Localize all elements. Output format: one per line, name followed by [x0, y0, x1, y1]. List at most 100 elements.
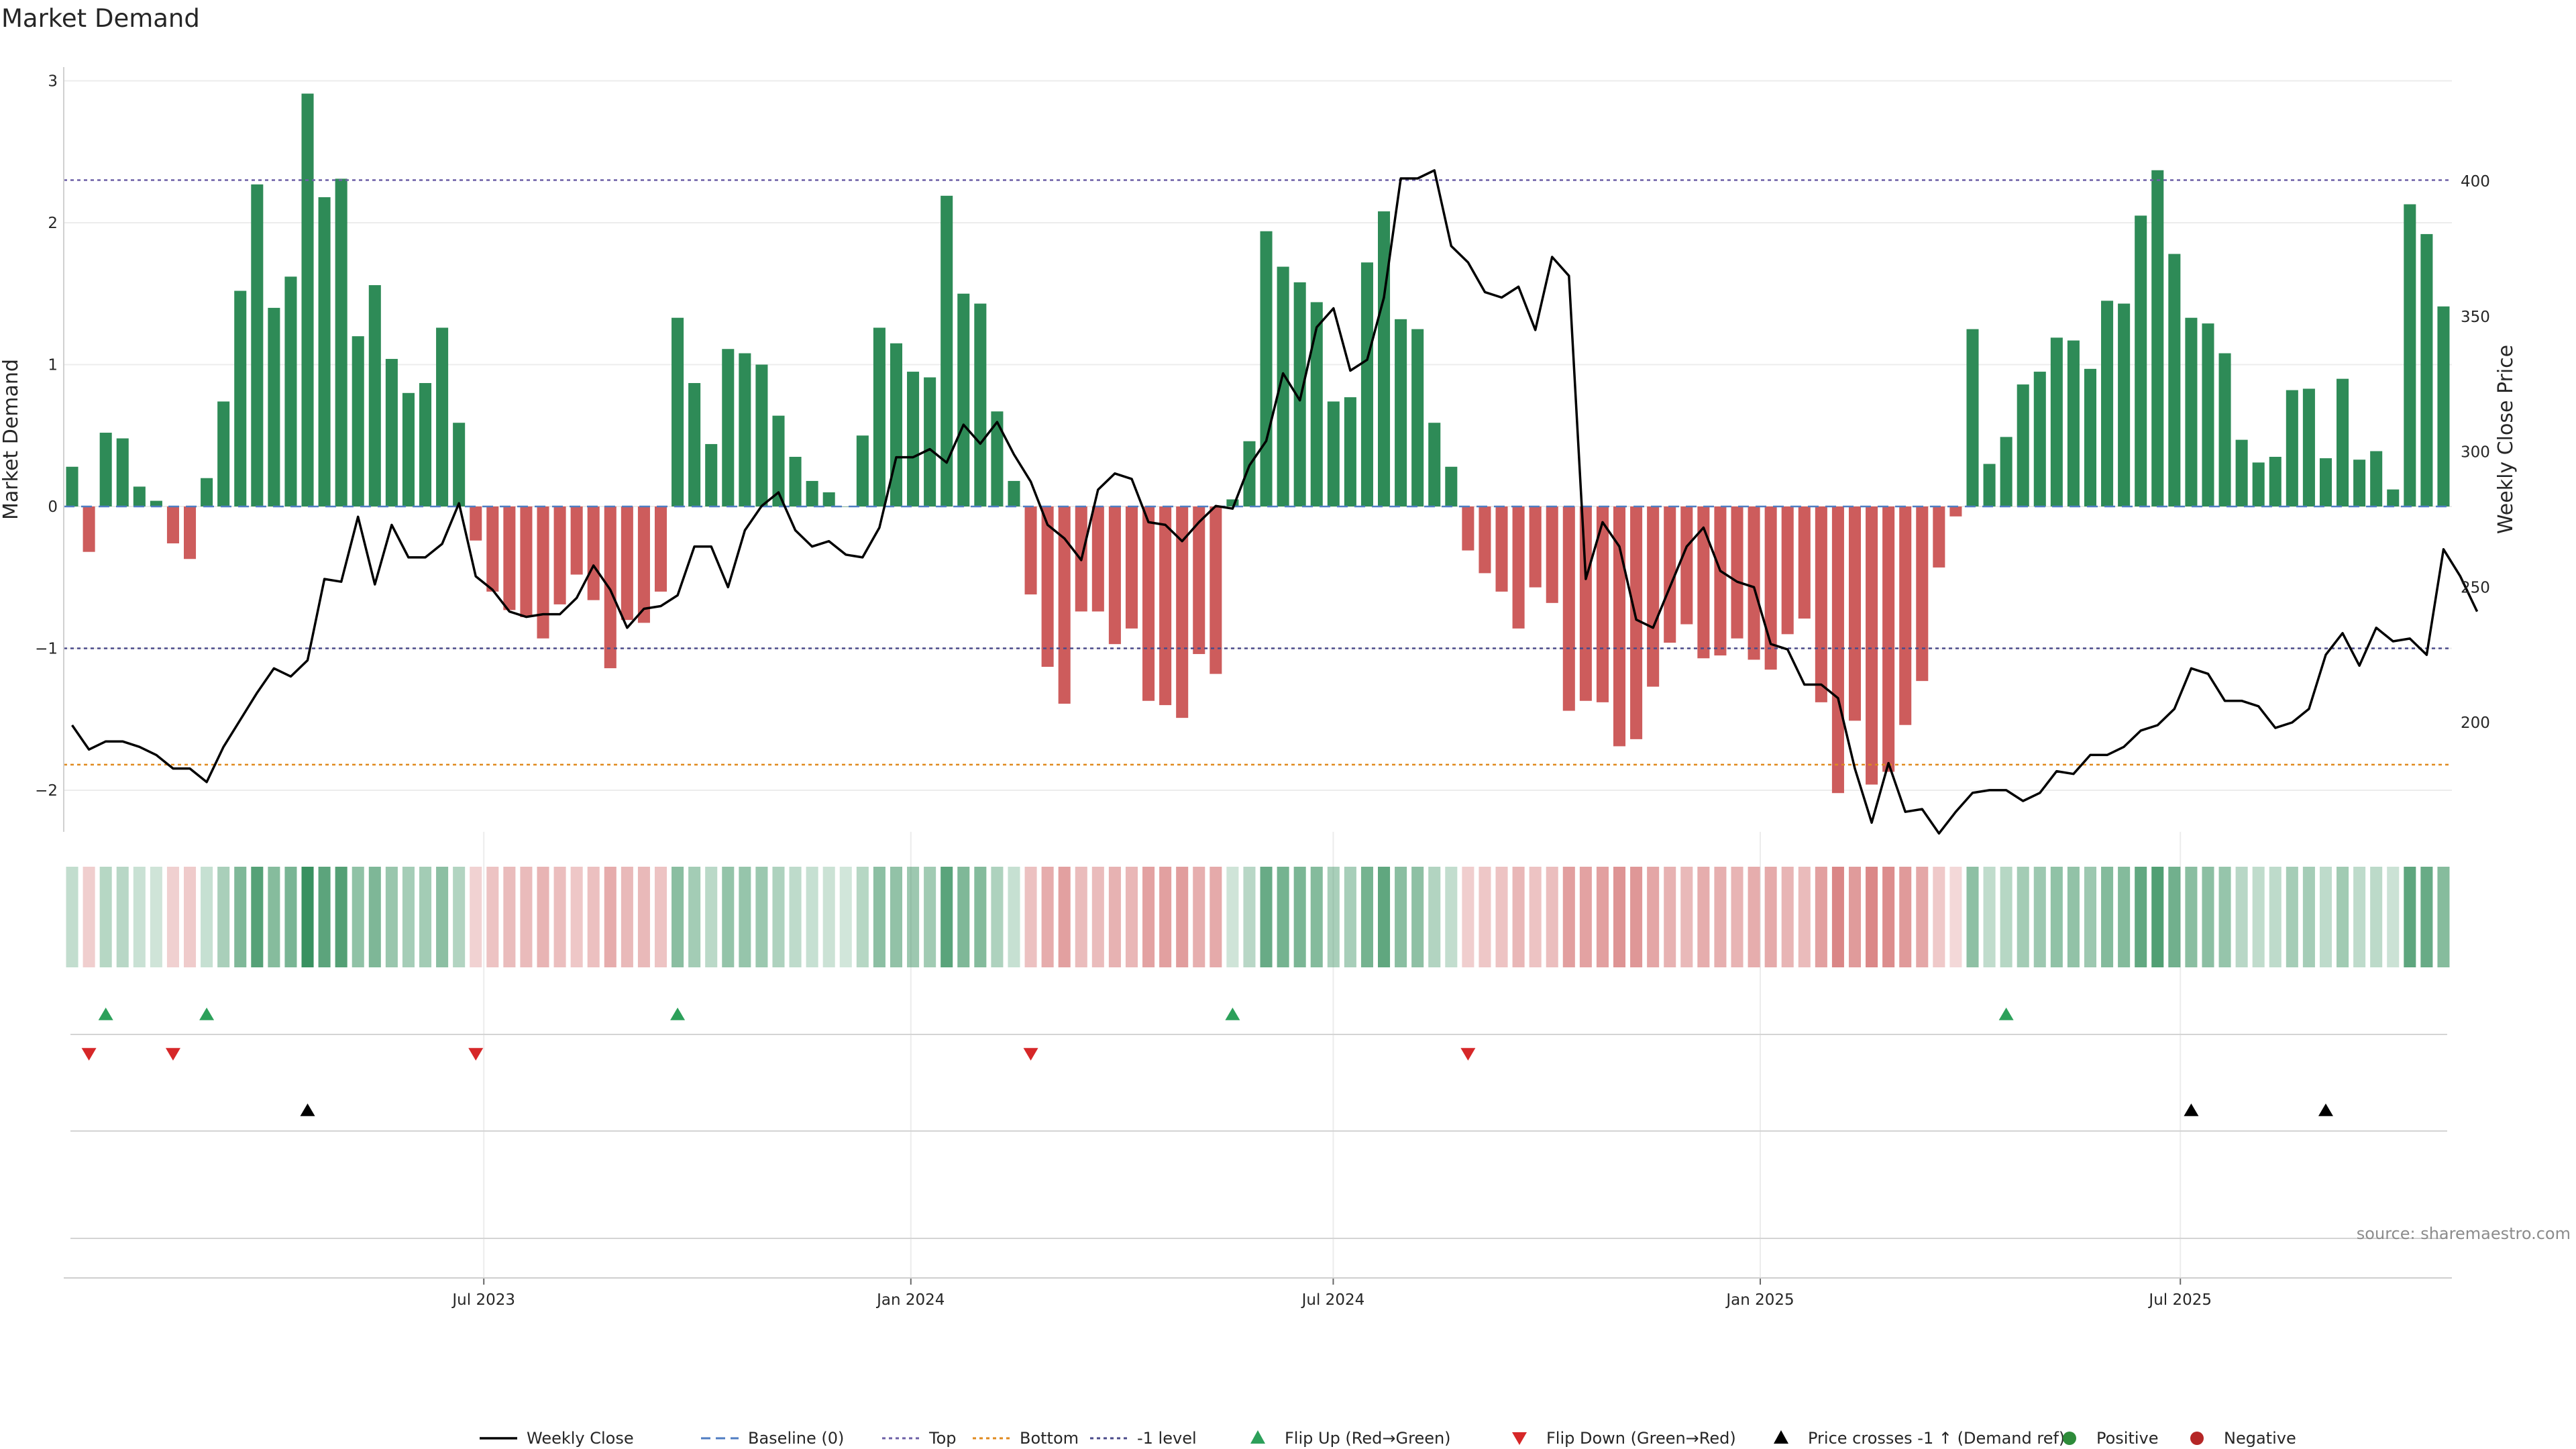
legend-item: Negative	[2190, 1429, 2296, 1448]
demand-bar-negative	[621, 506, 633, 621]
heat-cell	[1697, 867, 1710, 967]
heat-cell	[318, 867, 331, 967]
heat-cell	[2437, 867, 2450, 967]
demand-bar-negative	[1512, 506, 1525, 629]
heat-cell	[150, 867, 162, 967]
heat-cell	[1226, 867, 1239, 967]
heat-cell	[991, 867, 1004, 967]
demand-bar-negative	[1024, 506, 1037, 595]
demand-bar-negative	[1125, 506, 1138, 629]
y2-tick-label: 350	[2461, 309, 2490, 326]
heat-cell	[1664, 867, 1676, 967]
price-cross-marker	[2318, 1104, 2333, 1116]
demand-bar-negative	[1781, 506, 1794, 635]
demand-bar-positive	[2387, 489, 2400, 506]
heat-cell	[672, 867, 684, 967]
y-tick-label: 0	[48, 498, 58, 516]
heat-cell	[1462, 867, 1474, 967]
heat-cell	[2387, 867, 2400, 967]
heat-cell	[335, 867, 347, 967]
legend-label: -1 level	[1137, 1429, 1197, 1448]
flip-up-marker	[98, 1008, 113, 1020]
heat-cell	[1899, 867, 1912, 967]
heat-cell	[2050, 867, 2063, 967]
demand-bar-positive	[873, 327, 885, 506]
demand-bar-negative	[1680, 506, 1693, 625]
heat-cell	[368, 867, 381, 967]
legend-label: Bottom	[1020, 1429, 1079, 1448]
reference-lines	[64, 179, 2452, 766]
demand-bar-positive	[318, 197, 331, 506]
heat-cell	[2269, 867, 2282, 967]
demand-bar-positive	[2168, 254, 2181, 506]
price-cross-marker	[300, 1104, 315, 1116]
heat-cell	[1024, 867, 1037, 967]
heat-cell	[688, 867, 701, 967]
demand-bar-positive	[789, 456, 802, 506]
demand-bar-positive	[1344, 397, 1356, 506]
heat-cell	[705, 867, 718, 967]
legend-triangle-up-icon	[1250, 1430, 1265, 1444]
demand-bar-positive	[1293, 282, 1306, 506]
demand-bar-positive	[2218, 353, 2231, 506]
demand-bar-negative	[1058, 506, 1071, 704]
demand-bar-positive	[2101, 301, 2114, 506]
axes: 3 2 1 0 −1 −2 Jul 2023 Jan 2024 Jul 2024 Jan 2025…	[35, 67, 2490, 1309]
heat-cell	[99, 867, 112, 967]
heat-cell	[2286, 867, 2298, 967]
heat-cell	[2101, 867, 2114, 967]
heat-cell	[1983, 867, 1996, 967]
demand-bar-positive	[2151, 170, 2164, 506]
demand-bar-positive	[201, 478, 213, 506]
heat-cell	[2302, 867, 2315, 967]
heat-cell	[974, 867, 987, 967]
flip-down-marker	[468, 1048, 484, 1061]
heat-cell	[2353, 867, 2366, 967]
legend-triangle-up-icon	[1774, 1430, 1788, 1444]
demand-bar-negative	[553, 506, 566, 604]
price-line-layer	[71, 169, 2479, 835]
heat-cell	[806, 867, 818, 967]
legend-label: Top	[928, 1429, 957, 1448]
legend-label: Negative	[2224, 1429, 2296, 1448]
heat-cell	[2252, 867, 2265, 967]
heat-cell	[2420, 867, 2433, 967]
legend-item: Bottom	[973, 1429, 1079, 1448]
demand-bar-positive	[234, 290, 247, 506]
demand-bar-positive	[772, 415, 785, 506]
heat-cell	[116, 867, 129, 967]
legend: Weekly Close Baseline (0) Top Bottom -1 leve…	[480, 1429, 2296, 1448]
heat-cell	[1159, 867, 1172, 967]
demand-bar-positive	[856, 435, 869, 506]
heat-cell	[520, 867, 533, 967]
demand-bar-positive	[2319, 458, 2332, 506]
x-tick-label: Jan 2025	[1725, 1291, 1794, 1309]
flip-up-marker	[1998, 1008, 2014, 1020]
heat-cell	[839, 867, 852, 967]
event-markers	[70, 1008, 2447, 1239]
demand-bar-positive	[2353, 460, 2366, 506]
y2-tick-label: 300	[2461, 444, 2490, 462]
heat-cell	[1008, 867, 1020, 967]
demand-bar-negative	[83, 506, 95, 552]
weekly-close-line	[71, 169, 2479, 835]
demand-bar-positive	[1428, 423, 1441, 506]
demand-bar-positive	[301, 93, 314, 506]
demand-bar-negative	[1479, 506, 1491, 574]
demand-bar-negative	[537, 506, 549, 639]
demand-bar-negative	[1697, 506, 1710, 659]
demand-bar-positive	[284, 276, 297, 506]
heat-cell	[1781, 867, 1794, 967]
x-tick-label: Jul 2023	[451, 1291, 515, 1309]
demand-bar-negative	[1764, 506, 1777, 670]
demand-bar-positive	[368, 285, 381, 506]
demand-bar-negative	[1159, 506, 1172, 706]
demand-bar-negative	[1193, 506, 1205, 654]
heat-cell	[2337, 867, 2349, 967]
demand-bar-negative	[1933, 506, 1945, 568]
heat-cell	[1428, 867, 1441, 967]
demand-bar-negative	[486, 506, 499, 592]
heat-cell	[587, 867, 600, 967]
heat-cell	[537, 867, 549, 967]
y2-tick-label: 400	[2461, 173, 2490, 191]
